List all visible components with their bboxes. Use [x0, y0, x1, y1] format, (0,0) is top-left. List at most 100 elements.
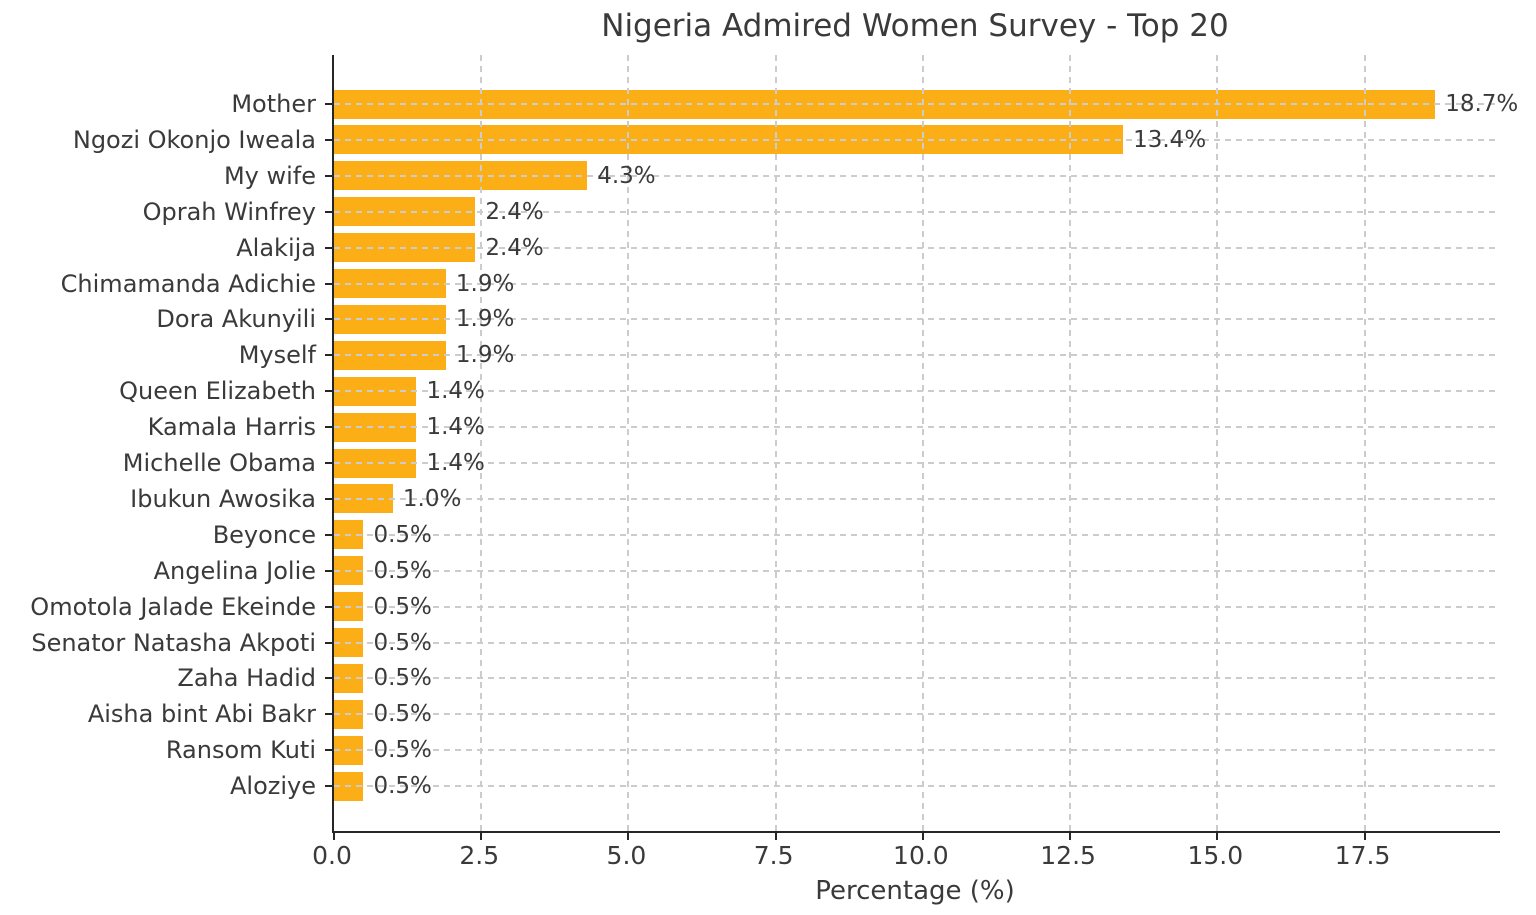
gridline-horizontal: [334, 605, 1500, 608]
category-label: Alakija: [236, 233, 316, 262]
y-axis-tick: [325, 605, 332, 608]
x-axis-tick-label: 0.0: [312, 841, 352, 870]
bar-value-label: 0.5%: [373, 557, 432, 584]
bar-value-label: 1.4%: [426, 414, 485, 441]
gridline-horizontal: [334, 174, 1500, 177]
y-axis-tick: [325, 569, 332, 572]
x-axis: 0.0 2.5 5.0 7.5 10.0 12.5 15.0 17.5: [312, 841, 1498, 873]
category-label: Chimamanda Adichie: [60, 269, 316, 298]
bar-value-label: 1.9%: [455, 306, 515, 333]
category-label: Oprah Winfrey: [142, 197, 316, 226]
bar-value-label: 2.4%: [485, 234, 544, 261]
gridline-horizontal: [334, 426, 1500, 429]
y-axis-tick: [325, 533, 332, 536]
x-axis-tick: [333, 833, 335, 840]
x-axis-tick: [627, 833, 630, 840]
gridline-horizontal: [334, 677, 1500, 680]
y-axis-tick: [325, 282, 332, 285]
y-axis-tick: [325, 246, 332, 249]
x-axis-tick-label: 2.5: [459, 841, 500, 870]
gridline-horizontal: [334, 138, 1500, 141]
x-axis-tick-label: 7.5: [753, 841, 794, 870]
gridline-vertical: [921, 55, 924, 831]
category-label: Aloziye: [229, 772, 316, 801]
category-label: Beyonce: [212, 520, 316, 549]
y-axis-tick: [325, 749, 332, 752]
x-axis-tick: [774, 833, 777, 840]
x-axis-tick-label: 12.5: [1040, 841, 1096, 870]
gridline-horizontal: [334, 641, 1500, 644]
bar-value-label: 0.5%: [373, 629, 432, 656]
bar-value-label: 18.7%: [1445, 91, 1519, 117]
x-axis-title: Percentage (%): [815, 876, 1015, 906]
y-axis-tick: [325, 462, 332, 464]
y-axis-tick: [325, 390, 332, 393]
category-label: Queen Elizabeth: [119, 377, 316, 406]
bar-value-label: 13.4%: [1133, 126, 1207, 153]
gridline-horizontal: [334, 246, 1500, 249]
gridline-vertical: [1216, 55, 1219, 831]
x-axis-tick: [921, 833, 924, 840]
gridline-horizontal: [334, 533, 1500, 536]
category-label: Omotola Jalade Ekeinde: [30, 592, 316, 621]
category-label: Dora Akunyili: [156, 305, 316, 334]
bar-value-label: 1.9%: [455, 270, 515, 297]
gridline-horizontal: [334, 210, 1500, 213]
bar-value-label: 1.4%: [426, 450, 485, 476]
category-label: Angelina Jolie: [153, 556, 316, 585]
gridline-vertical: [480, 55, 483, 831]
gridline-horizontal: [334, 318, 1500, 321]
bar-value-label: 0.5%: [373, 773, 432, 800]
gridline-horizontal: [334, 497, 1500, 500]
bar-value-label: 4.3%: [597, 162, 656, 189]
gridline-horizontal: [334, 354, 1500, 357]
bar-value-label: 0.5%: [373, 701, 432, 728]
gridline-horizontal: [334, 462, 1500, 464]
x-axis-tick: [1069, 833, 1072, 840]
y-axis-tick: [325, 103, 332, 105]
x-axis-tick-label: 5.0: [606, 841, 647, 870]
x-axis-tick: [1216, 833, 1219, 840]
category-label: Ransom Kuti: [165, 736, 316, 765]
bar-value-label: 1.9%: [455, 342, 515, 369]
x-axis-tick-label: 17.5: [1334, 841, 1391, 870]
category-label: Ibukun Awosika: [130, 484, 316, 513]
y-axis-labels: Mother Ngozi Okonjo Iweala My wife Oprah Wi…: [0, 55, 316, 831]
y-axis-tick: [325, 785, 332, 788]
category-label: Aisha bint Abi Bakr: [87, 700, 316, 729]
bar-value-label: 2.4%: [485, 198, 544, 225]
chart-title: Nigeria Admired Women Survey - Top 20: [601, 8, 1229, 44]
category-label: Ngozi Okonjo Iweala: [72, 125, 316, 154]
category-label: My wife: [223, 161, 316, 190]
y-axis-tick: [325, 426, 332, 429]
bar-value-label: 0.5%: [373, 593, 432, 620]
gridline-horizontal: [334, 103, 1500, 105]
bar-value-label: 1.4%: [426, 378, 485, 405]
x-axis-tick: [480, 833, 483, 840]
y-axis-tick: [325, 354, 332, 357]
y-axis-tick: [325, 713, 332, 716]
y-axis-tick: [325, 174, 332, 177]
y-axis-tick: [325, 138, 332, 141]
bar-value-label: 0.5%: [373, 665, 432, 692]
gridline-horizontal: [334, 749, 1500, 752]
y-axis-tick: [325, 318, 332, 321]
category-label: Zaha Hadid: [177, 664, 316, 693]
x-axis-tick: [1363, 833, 1366, 840]
bar-value-label: 0.5%: [373, 737, 432, 764]
gridline-vertical: [627, 55, 630, 831]
bar-value-label: 0.5%: [373, 521, 432, 548]
gridline-vertical: [1069, 55, 1072, 831]
y-axis-tick: [325, 210, 332, 213]
gridline-horizontal: [334, 282, 1500, 285]
gridline-vertical: [774, 55, 777, 831]
gridline-horizontal: [334, 785, 1500, 788]
bar-value-label: 1.0%: [402, 485, 462, 512]
category-label: Myself: [238, 341, 316, 370]
category-label: Senator Natasha Akpoti: [31, 628, 316, 657]
y-axis-tick: [325, 641, 332, 644]
gridline-horizontal: [334, 390, 1500, 393]
gridline-vertical: [1363, 55, 1366, 831]
category-label: Mother: [231, 90, 316, 118]
